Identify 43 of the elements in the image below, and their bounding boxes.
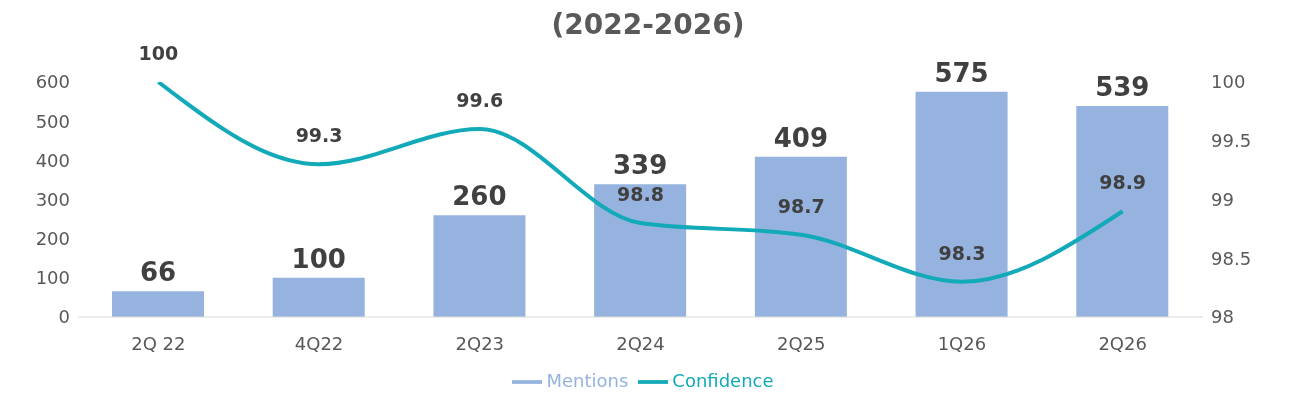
bar xyxy=(272,277,365,317)
y-tick-label: 300 xyxy=(35,188,70,210)
data-label: 98.3 xyxy=(938,241,986,264)
y-tick-label: 0 xyxy=(58,306,70,328)
data-label: 260 xyxy=(452,181,507,212)
legend-label: Mentions xyxy=(546,370,629,391)
bar xyxy=(594,184,687,317)
y2-tick-label: 98 xyxy=(1211,306,1234,328)
y-tick-label: 400 xyxy=(35,149,70,171)
x-tick-label: 1Q26 xyxy=(937,332,987,354)
data-label: 98.9 xyxy=(1099,171,1147,194)
x-tick-label: 2Q 22 xyxy=(131,332,186,354)
y-tick-label: 600 xyxy=(35,71,70,93)
y2-tick-label: 98.5 xyxy=(1211,247,1252,269)
x-tick-label: 2Q23 xyxy=(455,332,505,354)
bar xyxy=(112,291,204,317)
x-tick-label: 4Q22 xyxy=(294,332,344,354)
bar xyxy=(433,215,526,317)
data-label: 539 xyxy=(1095,71,1150,102)
data-label: 409 xyxy=(773,122,828,153)
data-label: 99.3 xyxy=(295,124,343,147)
y-tick-label: 100 xyxy=(35,267,70,289)
bar xyxy=(1076,105,1169,317)
y2-tick-label: 100 xyxy=(1211,71,1246,93)
data-label: 98.7 xyxy=(777,194,825,217)
data-label: 100 xyxy=(291,243,346,274)
x-tick-label: 2Q25 xyxy=(776,332,826,354)
y2-tick-label: 99 xyxy=(1211,188,1234,210)
y-tick-label: 500 xyxy=(35,110,70,132)
x-tick-label: 2Q26 xyxy=(1098,332,1147,354)
x-tick-label: 2Q24 xyxy=(616,332,665,354)
data-label: 66 xyxy=(139,257,177,288)
bar xyxy=(915,91,1008,317)
data-label: 98.8 xyxy=(617,183,664,205)
data-label: 99.6 xyxy=(456,89,504,111)
data-label: 339 xyxy=(613,150,668,181)
chart-title: (2022-2026) xyxy=(550,8,746,42)
legend-label: Confidence xyxy=(672,370,774,391)
bar xyxy=(754,156,847,317)
y2-tick-label: 99.5 xyxy=(1211,130,1252,152)
data-label: 100 xyxy=(138,42,179,64)
data-label: 575 xyxy=(934,57,989,88)
y-tick-label: 200 xyxy=(35,228,70,250)
